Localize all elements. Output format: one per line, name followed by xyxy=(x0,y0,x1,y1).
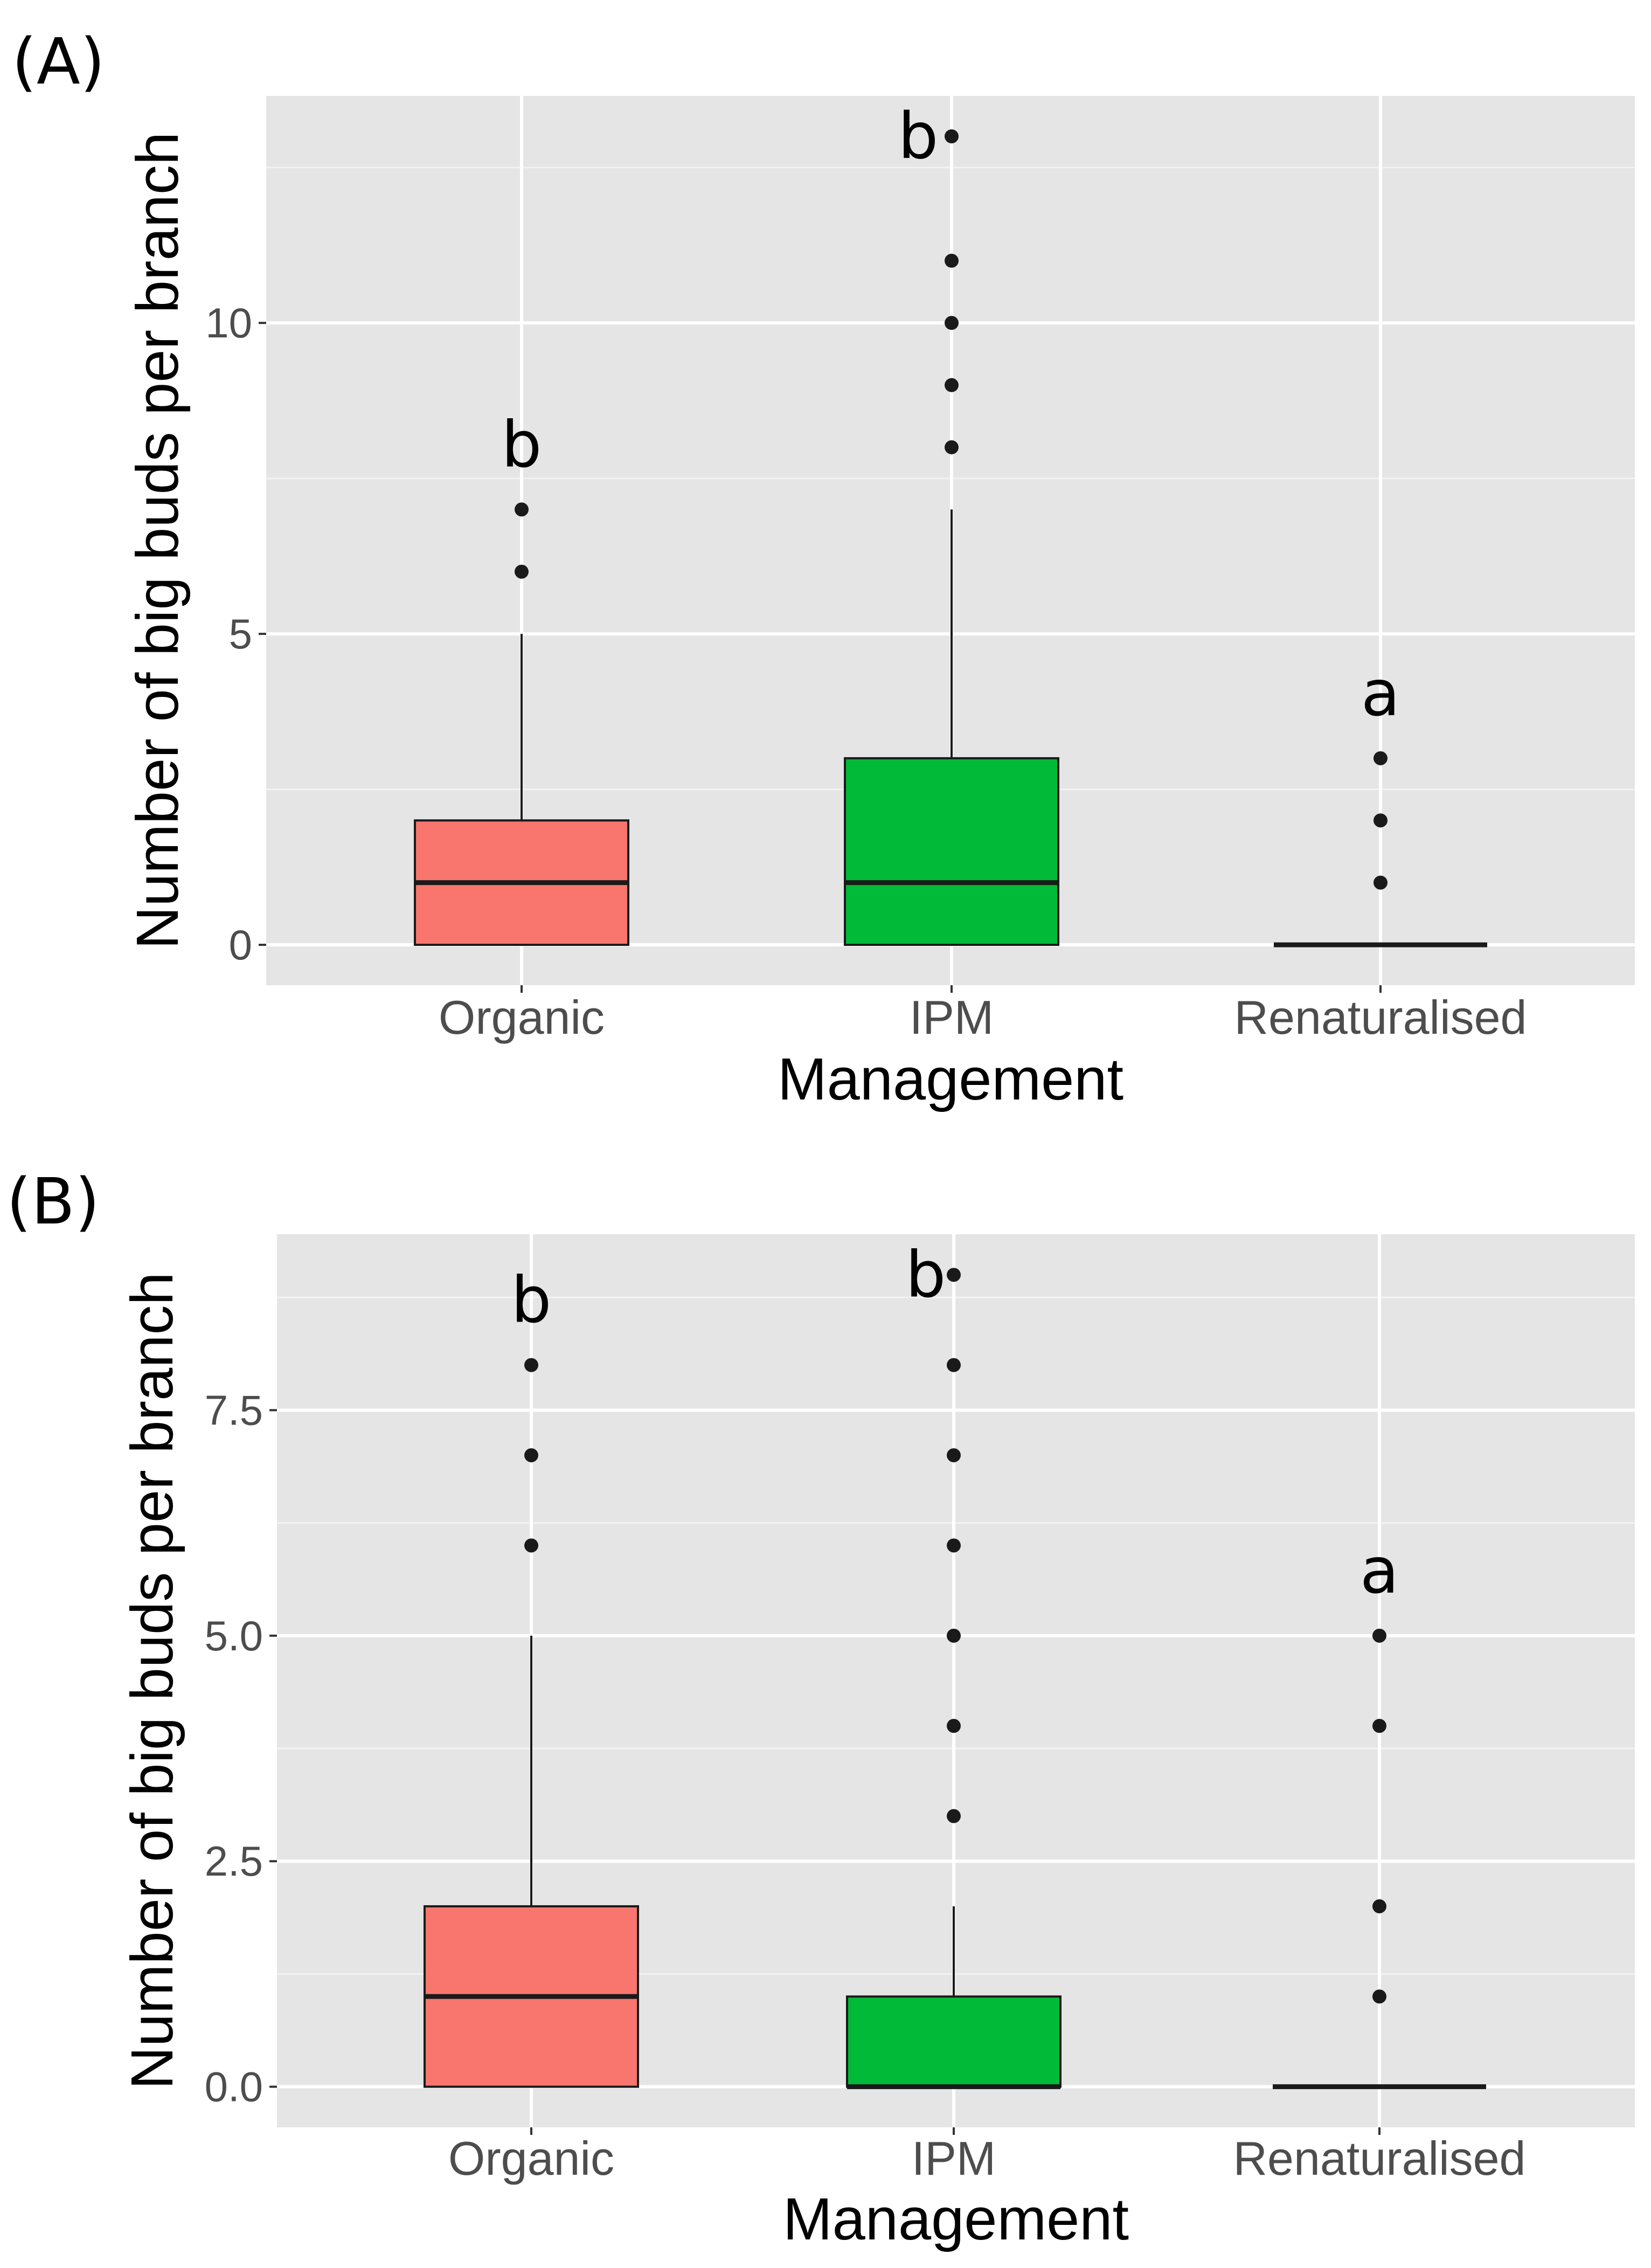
significance-letter: b xyxy=(906,1237,946,1311)
x-tick-label: Renaturalised xyxy=(1233,2132,1526,2185)
outlier-point xyxy=(1372,1899,1386,1913)
significance-letter: a xyxy=(1361,656,1400,730)
outlier-point xyxy=(524,1358,538,1372)
outlier-point xyxy=(945,440,959,454)
outlier-point xyxy=(524,1448,538,1463)
outlier-point xyxy=(947,1809,961,1823)
outlier-point xyxy=(1372,1628,1386,1643)
outlier-point xyxy=(945,129,959,143)
x-tick-label: IPM xyxy=(912,2132,996,2185)
outlier-point xyxy=(515,564,529,579)
box-ipm xyxy=(844,757,1059,946)
x-tick-label: IPM xyxy=(910,991,994,1044)
outlier-point xyxy=(947,1448,961,1463)
outlier-point xyxy=(945,378,959,392)
y-tick-label: 5.0 xyxy=(205,1612,263,1659)
significance-letter: a xyxy=(1360,1533,1399,1608)
x-axis-title: Management xyxy=(778,1046,1123,1112)
y-tick-label: 7.5 xyxy=(205,1386,263,1434)
outlier-point xyxy=(524,1538,538,1553)
y-tick-label: 5 xyxy=(229,610,252,658)
panel-label: (B) xyxy=(6,1164,100,1239)
significance-letter: b xyxy=(511,1263,552,1337)
panel-b: 0.0 2.5 5.0 7.5 Organic IPM Renaturalised b b a Ma… xyxy=(6,1164,1635,2252)
outlier-point xyxy=(947,1719,961,1733)
y-tick-label: 0 xyxy=(229,921,252,969)
y-axis-title: Number of big buds per branch xyxy=(124,132,191,949)
box-ipm xyxy=(846,1995,1062,2088)
panel-label: (A) xyxy=(12,24,105,99)
outlier-point xyxy=(947,1358,961,1372)
outlier-point xyxy=(1373,875,1388,890)
y-tick-label: 10 xyxy=(205,299,252,347)
outlier-point xyxy=(945,253,959,268)
outlier-point xyxy=(947,1268,961,1282)
outlier-point xyxy=(1372,1989,1386,2004)
x-tick-label: Renaturalised xyxy=(1234,991,1527,1044)
y-axis-title: Number of big buds per branch xyxy=(119,1272,185,2089)
outlier-point xyxy=(947,1538,961,1553)
x-tick-label: Organic xyxy=(448,2132,614,2185)
outlier-point xyxy=(515,502,529,517)
outlier-point xyxy=(947,1628,961,1643)
y-tick-label: 0.0 xyxy=(205,2063,263,2111)
outlier-point xyxy=(1372,1719,1386,1733)
panel-a: 0 5 10 Organic IPM Renaturalised b b a Management… xyxy=(12,24,1635,1112)
x-tick-label: Organic xyxy=(439,991,605,1044)
outlier-point xyxy=(1373,813,1388,828)
outlier-point xyxy=(1373,751,1388,765)
y-tick-label: 2.5 xyxy=(205,1837,263,1885)
x-axis-title: Management xyxy=(783,2186,1129,2252)
outlier-point xyxy=(945,316,959,330)
significance-letter: b xyxy=(502,407,542,481)
significance-letter: b xyxy=(898,99,939,173)
